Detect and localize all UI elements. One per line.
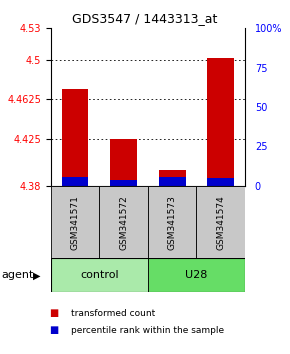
- FancyBboxPatch shape: [148, 258, 245, 292]
- FancyBboxPatch shape: [51, 258, 148, 292]
- FancyBboxPatch shape: [99, 186, 148, 258]
- Text: ■: ■: [49, 325, 59, 335]
- Bar: [110, 179, 137, 186]
- Text: ■: ■: [49, 308, 59, 318]
- Text: GSM341571: GSM341571: [70, 195, 79, 250]
- Bar: [159, 177, 186, 186]
- Text: control: control: [80, 270, 119, 280]
- Text: GSM341573: GSM341573: [168, 195, 177, 250]
- Text: transformed count: transformed count: [71, 309, 155, 318]
- Text: GDS3547 / 1443313_at: GDS3547 / 1443313_at: [72, 12, 218, 25]
- Bar: [207, 178, 234, 186]
- Text: U28: U28: [185, 270, 208, 280]
- Text: GSM341574: GSM341574: [216, 195, 225, 250]
- Bar: [62, 89, 88, 177]
- Bar: [207, 58, 234, 178]
- Text: ▶: ▶: [33, 270, 41, 280]
- FancyBboxPatch shape: [148, 186, 196, 258]
- Text: percentile rank within the sample: percentile rank within the sample: [71, 326, 224, 335]
- FancyBboxPatch shape: [51, 186, 99, 258]
- Bar: [62, 177, 88, 186]
- Text: agent: agent: [1, 270, 34, 280]
- FancyBboxPatch shape: [196, 186, 245, 258]
- Bar: [110, 139, 137, 179]
- Bar: [159, 170, 186, 177]
- Text: GSM341572: GSM341572: [119, 195, 128, 250]
